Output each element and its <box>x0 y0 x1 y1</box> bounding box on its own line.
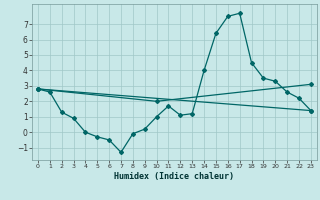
X-axis label: Humidex (Indice chaleur): Humidex (Indice chaleur) <box>115 172 234 181</box>
